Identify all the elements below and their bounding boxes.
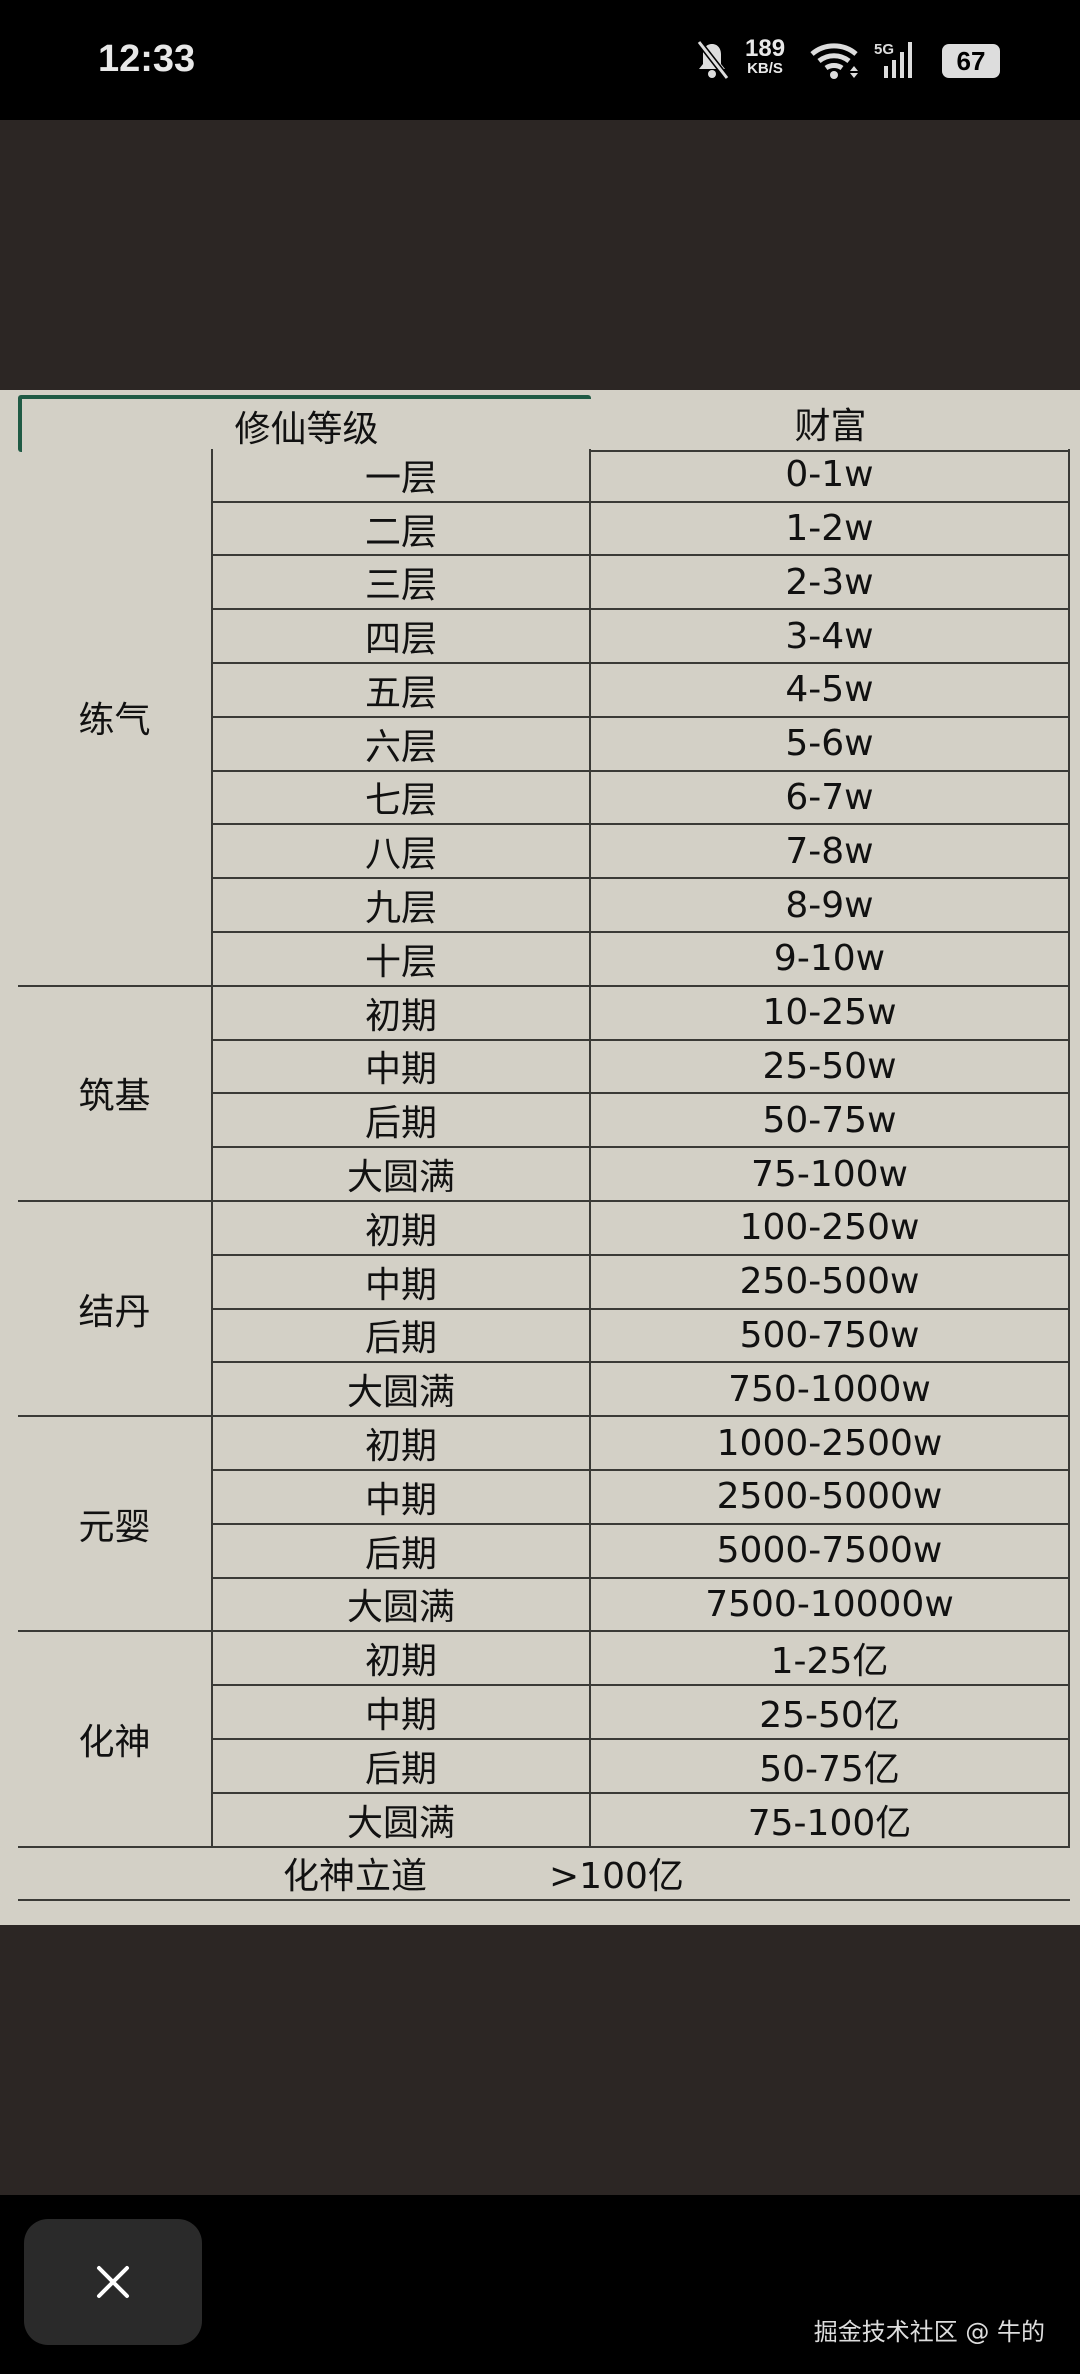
wealth-cell: 500-750w bbox=[591, 1309, 1070, 1364]
stage-cell: 七层 bbox=[211, 771, 591, 826]
stage-cell: 初期 bbox=[211, 1632, 591, 1687]
wealth-cell: 5000-7500w bbox=[591, 1524, 1070, 1579]
stage-cell: 后期 bbox=[211, 1309, 591, 1364]
realm-name: 化神 bbox=[18, 1632, 211, 1848]
table-image: 修仙等级 财富练气 一层 0-1w 二层 1-2w 三层 2-3w 四层 3-4w 五层 4-5w 六层… bbox=[0, 390, 1080, 1925]
final-level: 化神立道 bbox=[283, 1856, 428, 1898]
wealth-cell: 1-2w bbox=[591, 502, 1070, 557]
wealth-cell: 100-250w bbox=[591, 1201, 1070, 1256]
net-speed-value: 189 bbox=[745, 35, 786, 62]
stage-cell: 大圆满 bbox=[211, 1363, 591, 1418]
stage-cell: 八层 bbox=[211, 825, 591, 880]
stage-cell: 大圆满 bbox=[211, 1148, 591, 1202]
close-button[interactable] bbox=[24, 2219, 202, 2345]
wealth-cell: 2-3w bbox=[591, 556, 1070, 611]
wealth-cell: 0-1w bbox=[591, 448, 1070, 503]
wealth-cell: 1-25亿 bbox=[591, 1632, 1070, 1687]
wealth-cell: 250-500w bbox=[591, 1255, 1070, 1310]
stage-cell: 初期 bbox=[211, 986, 591, 1041]
final-row: 化神立道 >100亿 bbox=[18, 1848, 1070, 1902]
stage-cell: 九层 bbox=[211, 879, 591, 933]
stage-cell: 后期 bbox=[211, 1524, 591, 1579]
header-cultivation-level: 修仙等级 bbox=[18, 395, 591, 452]
network-type: 5G bbox=[874, 41, 894, 58]
battery-icon: 67 bbox=[942, 44, 1000, 78]
signal-icon: 5G bbox=[874, 41, 912, 78]
wealth-cell: 25-50亿 bbox=[591, 1686, 1070, 1740]
stage-cell: 后期 bbox=[211, 1739, 591, 1794]
net-speed-unit: KB/S bbox=[747, 60, 783, 77]
wealth-cell: 7500-10000w bbox=[591, 1578, 1070, 1633]
realm-name: 筑基 bbox=[18, 987, 211, 1202]
realm-name: 练气 bbox=[18, 449, 211, 987]
header-wealth: 财富 bbox=[591, 395, 1070, 452]
stage-cell: 初期 bbox=[211, 1201, 591, 1256]
cultivation-wealth-table: 修仙等级 财富练气 一层 0-1w 二层 1-2w 三层 2-3w 四层 3-4w 五层 4-5w 六层… bbox=[18, 395, 1070, 1902]
wealth-cell: 750-1000w bbox=[591, 1363, 1070, 1418]
wealth-cell: 10-25w bbox=[591, 986, 1070, 1041]
stage-cell: 大圆满 bbox=[211, 1578, 591, 1633]
stage-cell: 后期 bbox=[211, 1094, 591, 1149]
clock: 12:33 bbox=[98, 38, 196, 80]
stage-cell: 二层 bbox=[211, 502, 591, 557]
wealth-cell: 50-75w bbox=[591, 1094, 1070, 1149]
final-wealth: >100亿 bbox=[549, 1856, 684, 1898]
stage-cell: 中期 bbox=[211, 1686, 591, 1740]
wealth-cell: 6-7w bbox=[591, 771, 1070, 826]
wealth-cell: 1000-2500w bbox=[591, 1417, 1070, 1471]
net-speed: 189 KB/S bbox=[745, 35, 786, 78]
wealth-cell: 4-5w bbox=[591, 663, 1070, 718]
realm-name: 元婴 bbox=[18, 1417, 211, 1633]
status-bar: 12:33 189 KB/S 5G 67 bbox=[0, 0, 1080, 120]
wifi-icon bbox=[810, 43, 858, 79]
wealth-cell: 5-6w bbox=[591, 717, 1070, 772]
watermark: 掘金技术社区 @ 牛的 bbox=[813, 2318, 1045, 2346]
wealth-cell: 75-100w bbox=[591, 1148, 1070, 1202]
stage-cell: 四层 bbox=[211, 610, 591, 664]
stage-cell: 十层 bbox=[211, 932, 591, 987]
wealth-cell: 9-10w bbox=[591, 932, 1070, 987]
wealth-cell: 3-4w bbox=[591, 610, 1070, 664]
realm-name: 结丹 bbox=[18, 1202, 211, 1418]
stage-cell: 大圆满 bbox=[211, 1793, 591, 1848]
stage-cell: 中期 bbox=[211, 1255, 591, 1310]
wealth-cell: 75-100亿 bbox=[591, 1793, 1070, 1848]
wealth-cell: 50-75亿 bbox=[591, 1739, 1070, 1794]
stage-cell: 三层 bbox=[211, 556, 591, 611]
stage-cell: 一层 bbox=[211, 448, 591, 503]
wealth-cell: 8-9w bbox=[591, 879, 1070, 933]
close-icon bbox=[97, 2266, 129, 2298]
wealth-cell: 25-50w bbox=[591, 1040, 1070, 1095]
stage-cell: 五层 bbox=[211, 663, 591, 718]
bell-muted-icon bbox=[696, 40, 729, 80]
stage-cell: 六层 bbox=[211, 717, 591, 772]
stage-cell: 中期 bbox=[211, 1470, 591, 1525]
stage-cell: 中期 bbox=[211, 1040, 591, 1095]
stage-cell: 初期 bbox=[211, 1417, 591, 1471]
wealth-cell: 2500-5000w bbox=[591, 1470, 1070, 1525]
wealth-cell: 7-8w bbox=[591, 825, 1070, 880]
